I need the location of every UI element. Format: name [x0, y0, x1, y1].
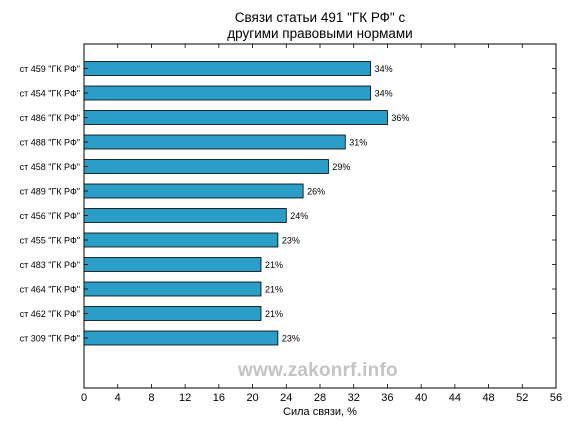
bar-value-label: 23% — [282, 334, 300, 344]
bar-value-label: 34% — [375, 89, 393, 99]
x-tick-label: 56 — [550, 392, 562, 404]
bar — [83, 183, 304, 199]
x-tick-label: 28 — [314, 392, 326, 404]
bar-value-label: 31% — [349, 138, 367, 148]
x-axis-label: Сила связи, % — [283, 406, 357, 418]
x-tick-label: 40 — [415, 392, 427, 404]
y-tick-label: ст 459 "ГК РФ" — [20, 64, 80, 74]
bar — [83, 110, 388, 125]
y-tick-label: ст 462 "ГК РФ" — [20, 309, 80, 319]
bar — [83, 61, 371, 76]
x-tick-label: 0 — [81, 392, 87, 404]
watermark: www.zakonrf.info — [238, 360, 398, 381]
x-tick-label: 36 — [381, 392, 393, 404]
bar-value-label: 24% — [290, 211, 308, 221]
y-tick-label: ст 454 "ГК РФ" — [20, 89, 80, 99]
bar — [83, 232, 279, 248]
bar-value-label: 21% — [265, 260, 283, 270]
bar-value-label: 34% — [375, 64, 393, 74]
bar — [83, 306, 262, 321]
bar-value-label: 21% — [265, 309, 283, 319]
bar-value-label: 36% — [391, 113, 409, 123]
bar — [83, 281, 262, 297]
bar — [83, 257, 262, 272]
y-tick-label: ст 455 "ГК РФ" — [20, 236, 80, 246]
x-tick-label: 44 — [449, 392, 461, 404]
x-tick-label: 24 — [280, 392, 292, 404]
y-tick-label: ст 489 "ГК РФ" — [20, 187, 80, 197]
bar — [83, 330, 279, 346]
y-tick-label: ст 486 "ГК РФ" — [20, 113, 80, 123]
bar — [83, 85, 371, 101]
x-tick-label: 12 — [179, 392, 191, 404]
x-tick-label: 48 — [482, 392, 494, 404]
y-tick-label: ст 488 "ГК РФ" — [20, 138, 80, 148]
x-tick-label: 52 — [516, 392, 528, 404]
y-tick-label: ст 464 "ГК РФ" — [20, 285, 80, 295]
x-tick-label: 16 — [213, 392, 225, 404]
bar — [83, 159, 329, 174]
chart-title-line-2: другими правовыми нормами — [227, 26, 413, 41]
bar — [83, 134, 346, 150]
bar-value-label: 26% — [307, 187, 325, 197]
x-tick-label: 20 — [246, 392, 258, 404]
y-tick-label: ст 458 "ГК РФ" — [20, 162, 80, 172]
bar — [83, 208, 287, 223]
x-tick-label: 8 — [148, 392, 154, 404]
chart-title-line-1: Связи статьи 491 "ГК РФ" с — [234, 10, 406, 25]
y-tick-label: ст 456 "ГК РФ" — [20, 211, 80, 221]
y-tick-label: ст 309 "ГК РФ" — [20, 334, 80, 344]
bar-value-label: 21% — [265, 285, 283, 295]
x-tick-label: 32 — [348, 392, 360, 404]
x-tick-label: 4 — [115, 392, 121, 404]
bar-value-label: 29% — [332, 162, 350, 172]
y-tick-label: ст 483 "ГК РФ" — [20, 260, 80, 270]
bar-value-label: 23% — [282, 236, 300, 246]
